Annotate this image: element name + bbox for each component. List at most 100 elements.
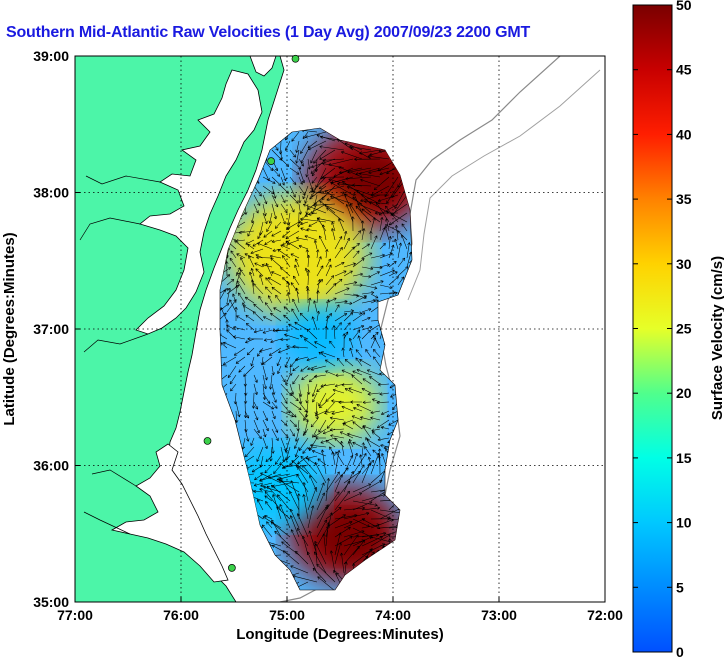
velocity-vector (316, 279, 324, 286)
velocity-vector (290, 253, 300, 259)
velocity-vector (289, 508, 300, 529)
velocity-vector (364, 446, 372, 457)
velocity-vector (308, 212, 318, 216)
velocity-vector (226, 287, 232, 304)
velocity-vector (361, 252, 373, 259)
velocity-vector (355, 357, 363, 367)
velocity-vector (352, 196, 372, 214)
velocity-vector (370, 193, 389, 197)
velocity-vector (341, 347, 345, 358)
velocity-vector (262, 176, 276, 184)
velocity-vector (297, 194, 302, 204)
velocity-vector (316, 310, 320, 322)
velocity-vector (220, 289, 226, 304)
velocity-vector (262, 203, 267, 217)
velocity-hotspot (290, 366, 379, 442)
x-tick-label: 77:00 (57, 607, 93, 623)
velocity-vector (331, 451, 336, 466)
velocity-vector (268, 347, 282, 356)
velocity-vector (310, 419, 318, 428)
velocity-vector (313, 374, 327, 379)
velocity-vector (352, 312, 366, 322)
velocity-vector (343, 237, 350, 250)
velocity-vector (371, 431, 381, 439)
velocity-vector (362, 425, 372, 439)
velocity-vector (234, 306, 238, 322)
velocity-vector (352, 311, 363, 315)
velocity-vector (285, 140, 291, 151)
velocity-vector (352, 452, 358, 466)
velocity-vector (326, 419, 336, 429)
velocity-vector (307, 446, 318, 450)
velocity-vector (275, 294, 282, 304)
velocity-vector (261, 524, 273, 538)
velocity-vector (325, 392, 336, 402)
velocity-vector (277, 494, 291, 511)
velocity-vector (271, 271, 282, 277)
radar-stations (203, 54, 300, 572)
velocity-vector (348, 337, 354, 349)
velocity-vector (256, 255, 273, 260)
velocity-vector (229, 299, 237, 313)
velocity-vector (288, 323, 300, 331)
velocity-vector (344, 388, 354, 394)
velocity-vector (285, 374, 291, 386)
velocity-vector (352, 370, 363, 376)
velocity-vector (325, 439, 336, 448)
velocity-vector (330, 434, 345, 439)
velocity-vector (325, 297, 337, 304)
velocity-vector (293, 275, 300, 286)
velocity-vector (335, 451, 345, 466)
velocity-vector (343, 545, 360, 565)
velocity-vector (304, 194, 309, 204)
velocity-vector (316, 505, 328, 529)
velocity-vector (312, 567, 327, 583)
velocity-vector (350, 400, 362, 404)
velocity-vector (374, 211, 399, 215)
velocity-vector (312, 203, 336, 207)
velocity-vector (397, 276, 405, 286)
velocity-vector (340, 440, 345, 457)
velocity-vector (282, 550, 300, 565)
velocity-vector (244, 253, 255, 259)
velocity-vector (304, 235, 318, 241)
velocity-vector (324, 204, 345, 214)
velocity-vector (343, 511, 370, 520)
velocity-vector (295, 140, 300, 153)
velocity-vector (320, 383, 336, 388)
velocity-vector (334, 480, 351, 502)
velocity-vector (386, 410, 399, 418)
velocity-vector (325, 522, 330, 547)
velocity-vector (293, 437, 300, 449)
velocity-vector (321, 175, 345, 179)
velocity-vector (345, 176, 372, 181)
velocity-vector (234, 285, 239, 295)
velocity-vector (322, 162, 345, 169)
velocity-vector (262, 428, 267, 438)
velocity-vector (295, 149, 300, 164)
velocity-vector (303, 410, 309, 421)
velocity-vector (271, 194, 279, 208)
radar-station-marker (291, 54, 300, 63)
velocity-vector (244, 296, 255, 304)
velocity-vector (272, 328, 282, 333)
velocity-vector (324, 410, 336, 415)
velocity-vector (366, 369, 381, 376)
velocity-vector (300, 455, 318, 475)
velocity-vector (372, 334, 381, 349)
velocity-vector (253, 428, 262, 440)
velocity-vector (332, 388, 345, 394)
velocity-vector (280, 176, 285, 186)
velocity-vector (291, 308, 300, 322)
velocity-vector (286, 345, 300, 349)
velocity-vector (240, 256, 246, 268)
velocity-vector (334, 474, 343, 493)
velocity-vector (294, 356, 309, 362)
velocity-vector (334, 526, 351, 538)
velocity-vector (334, 542, 342, 565)
velocity-vector (271, 230, 282, 237)
velocity-vector (263, 230, 273, 238)
velocity-vector (386, 185, 399, 204)
velocity-vector (220, 303, 230, 313)
velocity-vector (331, 410, 345, 415)
